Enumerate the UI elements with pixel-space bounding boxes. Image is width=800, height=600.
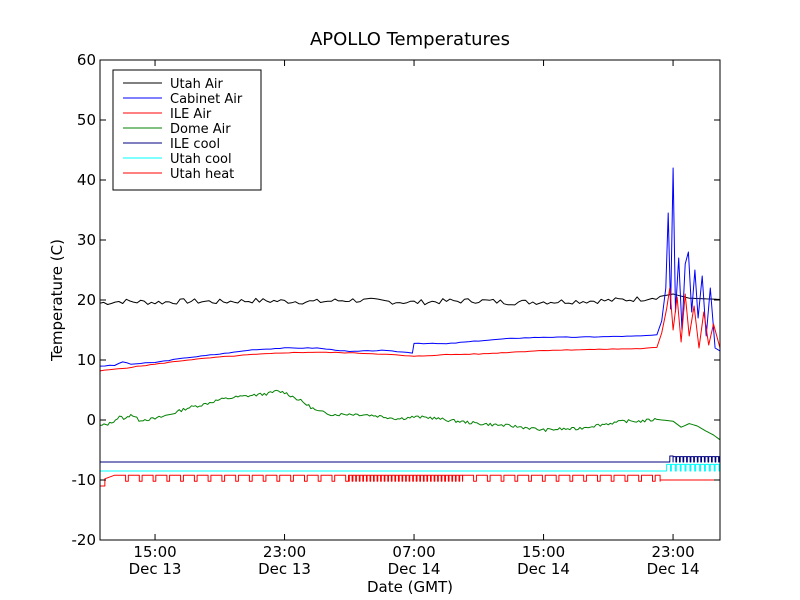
legend-label: ILE cool <box>170 137 220 152</box>
y-tick-label: -20 <box>72 531 97 549</box>
legend-box <box>112 69 262 191</box>
x-tick-label-time: 07:00 <box>392 543 435 561</box>
x-tick-label-date: Dec 13 <box>129 560 182 578</box>
x-tick-label-time: 23:00 <box>263 543 306 561</box>
series-line-utah-air <box>100 293 720 306</box>
y-tick-label: 10 <box>77 351 96 369</box>
x-tick-label-date: Dec 14 <box>647 560 700 578</box>
y-axis-label: Temperature (C) <box>48 239 66 362</box>
y-tick-label: 40 <box>77 171 96 189</box>
legend-label: Utah heat <box>170 167 234 182</box>
y-tick-label: -10 <box>72 471 97 489</box>
series-line-ile-cool <box>100 455 720 463</box>
y-tick-label: 30 <box>77 231 96 249</box>
chart-title: APOLLO Temperatures <box>310 29 510 50</box>
legend-label: ILE Air <box>170 107 212 122</box>
x-tick-label-time: 23:00 <box>651 543 694 561</box>
series-line-dome-air <box>100 389 720 441</box>
x-tick-label-date: Dec 14 <box>517 560 570 578</box>
x-tick-label-time: 15:00 <box>522 543 565 561</box>
legend-label: Dome Air <box>170 122 231 137</box>
legend-label: Utah cool <box>170 152 232 167</box>
series-line-cabinet-air <box>100 167 720 367</box>
x-tick-label-date: Dec 14 <box>388 560 441 578</box>
x-tick-label-date: Dec 13 <box>258 560 311 578</box>
y-tick-label: 50 <box>77 111 96 129</box>
series-line-ile-air <box>100 287 720 372</box>
legend-label: Utah Air <box>170 77 223 92</box>
series-line-utah-cool <box>100 463 720 472</box>
y-tick-label: 0 <box>86 411 96 429</box>
y-tick-label: 60 <box>77 51 96 69</box>
y-axis: -20 -10 0 10 20 30 40 50 60 <box>72 51 720 549</box>
legend-label: Cabinet Air <box>170 92 243 107</box>
y-tick-label: 20 <box>77 291 96 309</box>
series-line-utah-heat <box>100 474 720 487</box>
x-axis-label: Date (GMT) <box>367 578 453 596</box>
series-layer <box>100 167 720 487</box>
x-tick-label-time: 15:00 <box>133 543 176 561</box>
